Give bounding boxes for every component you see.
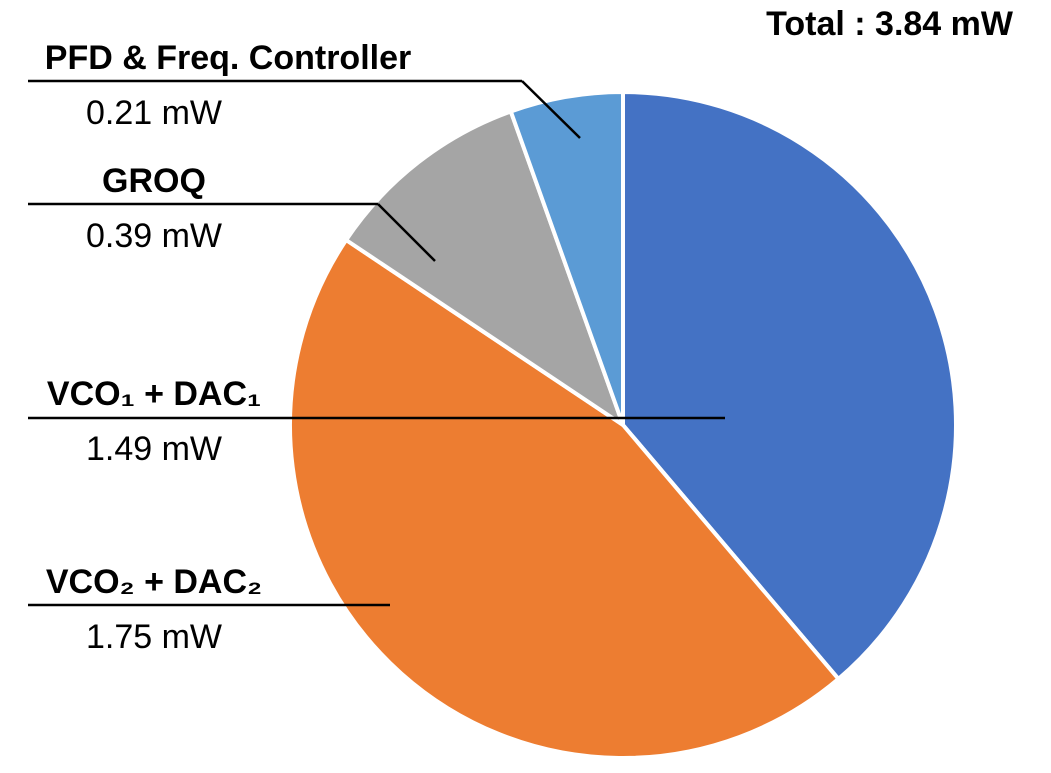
- label-name-groq: GROQ: [102, 162, 206, 200]
- label-value-pfd: 0.21 mW: [86, 94, 222, 132]
- pie-slices: [288, 90, 958, 760]
- label-name-vco2: VCO₂ + DAC₂: [46, 563, 262, 601]
- chart-total-title: Total : 3.84 mW: [766, 5, 1014, 43]
- slice-labels: PFD & Freq. Controller 0.21 mW GROQ 0.39…: [45, 39, 411, 656]
- leader-line-groq-diag: [377, 203, 436, 262]
- label-name-vco1: VCO₁ + DAC₁: [47, 375, 261, 413]
- leader-line-pfd-diag: [521, 80, 581, 139]
- label-value-vco2: 1.75 mW: [86, 618, 222, 656]
- slice-vco1-dac1: [621, 90, 958, 681]
- label-name-pfd: PFD & Freq. Controller: [45, 39, 411, 77]
- slice-groq: [344, 109, 625, 427]
- slice-pfd-freq-controller: [508, 90, 625, 427]
- label-value-groq: 0.39 mW: [86, 217, 222, 255]
- slice-vco2-dac2: [288, 237, 841, 760]
- label-value-vco1: 1.49 mW: [86, 430, 222, 468]
- leader-lines: [28, 79, 725, 607]
